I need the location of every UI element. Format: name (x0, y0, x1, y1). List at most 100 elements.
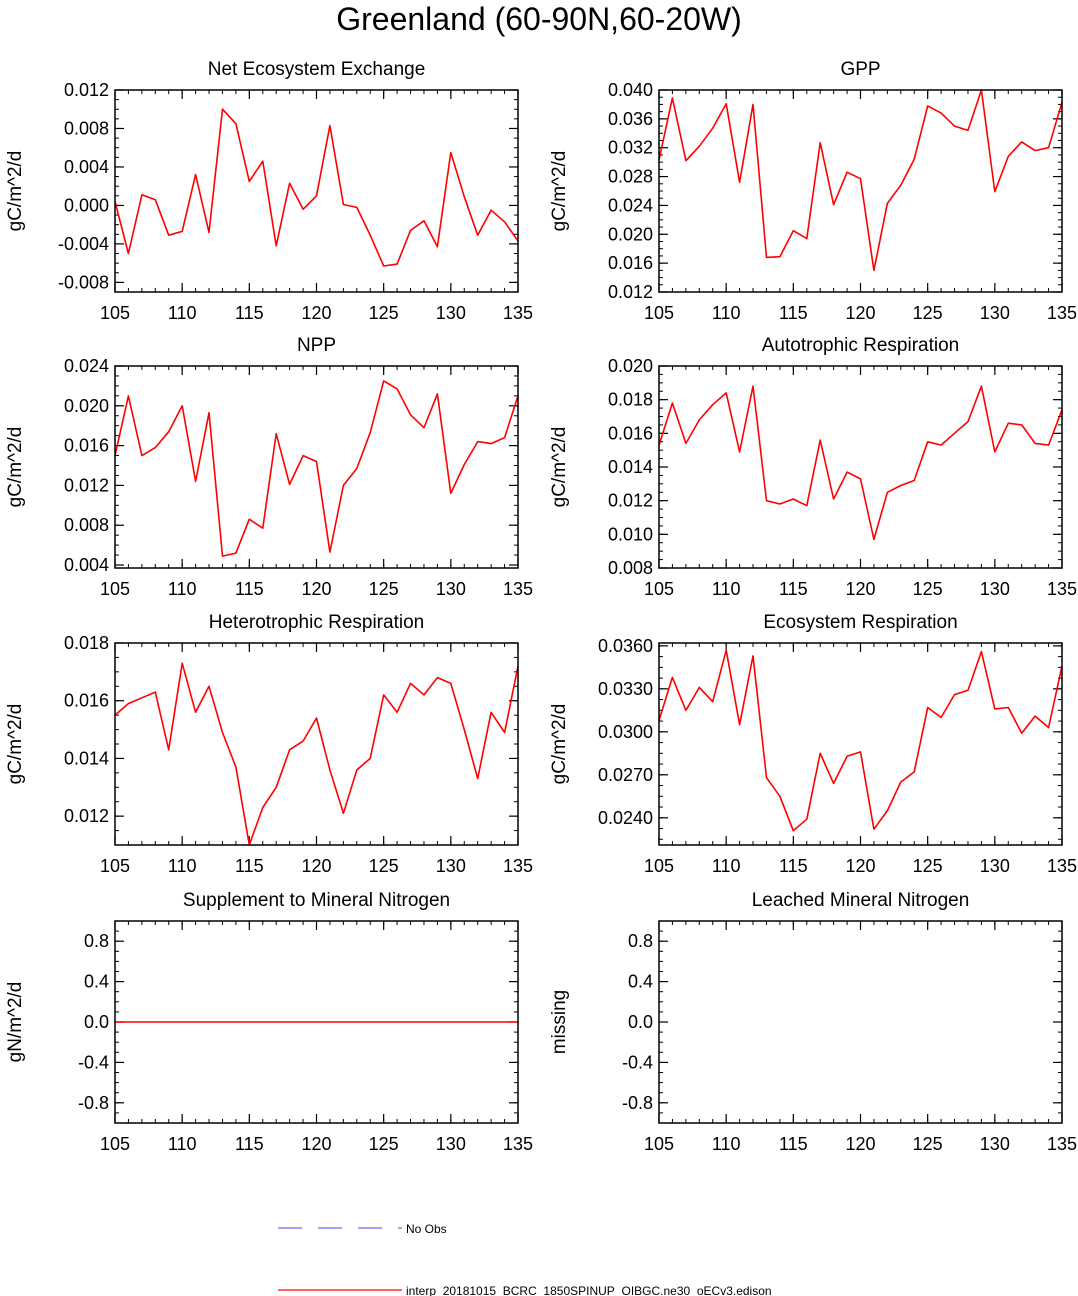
y-tick-label: 0.0 (84, 1012, 109, 1032)
y-tick-label: 0.016 (64, 691, 109, 711)
x-tick-label: 110 (168, 1134, 197, 1154)
y-tick-label: 0.8 (628, 931, 653, 951)
panel-title: Net Ecosystem Exchange (208, 59, 426, 80)
x-tick-label: 135 (503, 303, 533, 323)
y-tick-label: 0.008 (608, 558, 653, 578)
x-tick-label: 110 (712, 579, 741, 599)
series-line (658, 649, 1063, 832)
y-tick-label: 0.012 (608, 282, 653, 302)
x-tick-label: 130 (436, 856, 466, 876)
x-tick-label: 120 (845, 303, 875, 323)
y-tick-label: 0.012 (64, 806, 109, 826)
x-tick-label: 105 (644, 579, 674, 599)
chart-panel: Supplement to Mineral Nitrogen gN/m^2/d 10… (5, 890, 533, 1154)
plot-frame (658, 642, 1063, 846)
series-line (114, 662, 519, 846)
plot-frame (658, 920, 1063, 1124)
x-tick-label: 130 (980, 303, 1010, 323)
y-tick-label: -0.8 (78, 1093, 109, 1113)
chart-panel: GPP gC/m^2/d 105 110 115 120 125 130 135 0.012 0.0… (549, 59, 1077, 323)
y-tick-label: 0.0330 (598, 679, 653, 699)
series-line (658, 89, 1063, 272)
plot-frame (114, 89, 519, 293)
y-tick-label: 0.0 (628, 1012, 653, 1032)
y-tick-label: 0.020 (64, 396, 109, 416)
x-tick-label: 115 (235, 579, 264, 599)
y-tick-label: 0.4 (628, 972, 653, 992)
x-tick-label: 120 (301, 303, 331, 323)
x-tick-label: 120 (301, 856, 331, 876)
y-tick-label: 0.008 (64, 515, 109, 535)
x-tick-label: 105 (644, 856, 674, 876)
y-axis-label: gC/m^2/d (5, 427, 26, 508)
x-tick-label: 105 (644, 303, 674, 323)
y-tick-label: 0.0360 (598, 636, 653, 656)
chart-panel: NPP gC/m^2/d 105 110 115 120 125 130 135 0.004 0.0… (5, 335, 533, 599)
y-tick-label: 0.010 (608, 524, 653, 544)
panel-title: GPP (840, 59, 880, 80)
chart-panel: Autotrophic Respiration gC/m^2/d 105 110 115… (549, 335, 1077, 599)
chart-panel: Ecosystem Respiration gC/m^2/d 105 110 115 12… (549, 612, 1077, 876)
x-tick-label: 125 (369, 303, 399, 323)
x-tick-label: 110 (168, 856, 197, 876)
y-tick-label: -0.008 (58, 272, 109, 292)
y-tick-label: -0.004 (58, 234, 109, 254)
y-axis-label: gC/m^2/d (5, 151, 26, 232)
chart-panel: Heterotrophic Respiration gC/m^2/d 105 110 1… (5, 612, 533, 876)
series-line (114, 380, 519, 557)
y-tick-label: 0.000 (64, 195, 109, 215)
x-tick-label: 125 (369, 1134, 399, 1154)
y-tick-label: 0.028 (608, 167, 653, 187)
y-tick-label: -0.4 (78, 1052, 109, 1072)
x-tick-label: 120 (845, 579, 875, 599)
x-tick-label: 115 (235, 856, 264, 876)
y-axis-label: gC/m^2/d (5, 704, 26, 785)
y-tick-label: -0.8 (622, 1093, 653, 1113)
x-tick-label: 115 (779, 856, 808, 876)
x-tick-label: 130 (436, 1134, 466, 1154)
x-tick-label: 135 (1047, 303, 1077, 323)
y-axis-label: missing (549, 990, 570, 1054)
x-tick-label: 115 (235, 1134, 264, 1154)
y-tick-label: 0.004 (64, 555, 109, 575)
x-tick-label: 120 (845, 1134, 875, 1154)
y-tick-label: 0.004 (64, 157, 109, 177)
x-tick-label: 105 (100, 856, 130, 876)
x-tick-label: 135 (1047, 856, 1077, 876)
y-axis-label: gN/m^2/d (5, 982, 26, 1063)
y-tick-label: 0.016 (608, 423, 653, 443)
series-line (658, 385, 1063, 541)
x-tick-label: 135 (503, 856, 533, 876)
x-tick-label: 105 (100, 303, 130, 323)
plot-frame (658, 365, 1063, 569)
panel-title: Ecosystem Respiration (763, 612, 957, 633)
panel-title: Leached Mineral Nitrogen (752, 890, 970, 911)
x-tick-label: 115 (779, 1134, 808, 1154)
y-tick-label: 0.036 (608, 109, 653, 129)
panel-title: Heterotrophic Respiration (209, 612, 424, 633)
y-tick-label: 0.0270 (598, 765, 653, 785)
x-tick-label: 110 (168, 579, 197, 599)
y-tick-label: 0.8 (84, 931, 109, 951)
y-tick-label: 0.032 (608, 138, 653, 158)
y-tick-label: 0.020 (608, 356, 653, 376)
x-tick-label: 120 (301, 1134, 331, 1154)
x-tick-label: 130 (436, 303, 466, 323)
plot-frame (114, 642, 519, 846)
y-tick-label: 0.024 (608, 195, 653, 215)
x-tick-label: 130 (980, 1134, 1010, 1154)
y-tick-label: 0.0300 (598, 722, 653, 742)
chart-panel: Net Ecosystem Exchange gC/m^2/d 105 110 115 1… (5, 59, 533, 323)
plot-frame (114, 365, 519, 569)
y-axis-label: gC/m^2/d (549, 151, 570, 232)
x-tick-label: 130 (436, 579, 466, 599)
x-tick-label: 125 (913, 1134, 943, 1154)
y-tick-label: 0.012 (64, 80, 109, 100)
figure-title: Greenland (60-90N,60-20W) (336, 1, 742, 37)
x-tick-label: 105 (100, 579, 130, 599)
legend-label-model: interp_20181015_BCRC_1850SPINUP_OIBGC.ne… (406, 1284, 772, 1296)
x-tick-label: 125 (369, 856, 399, 876)
y-tick-label: 0.024 (64, 356, 109, 376)
x-tick-label: 135 (503, 579, 533, 599)
